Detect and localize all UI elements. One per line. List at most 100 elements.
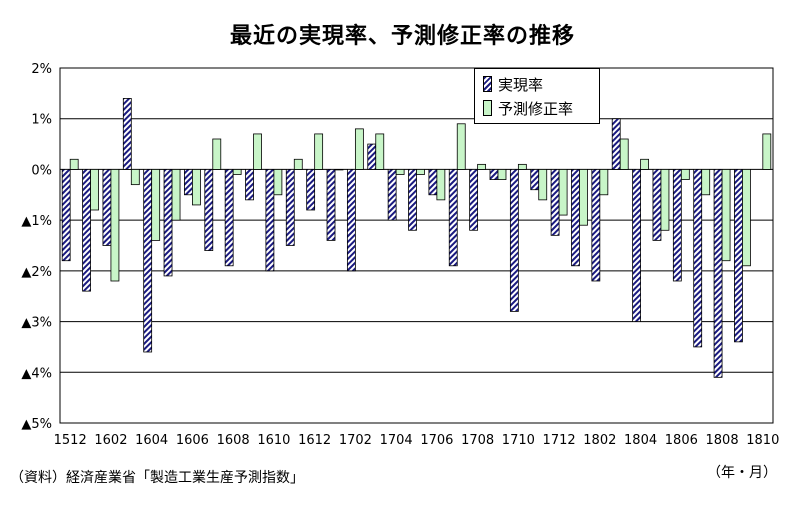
bar-forecast: [130, 169, 140, 186]
bar-forecast: [354, 128, 364, 170]
bar-forecast: [293, 158, 303, 170]
y-axis-ticks: 2% 1% 0% ▲1% ▲2% ▲3% ▲4% ▲5%: [21, 62, 52, 432]
bar-actual: [184, 169, 193, 196]
bar-actual: [346, 169, 356, 272]
x-tick-label: 1602: [94, 433, 127, 448]
x-tick-label: 1704: [380, 433, 413, 448]
bar-forecast: [151, 169, 161, 241]
bar-actual: [204, 169, 214, 251]
plot-frame: [59, 67, 774, 424]
bar-forecast: [701, 169, 711, 196]
bar-actual: [163, 169, 173, 277]
bar-forecast: [171, 169, 181, 221]
bar-forecast: [680, 169, 690, 180]
y-tick-label: ▲2%: [21, 265, 52, 280]
bar-actual: [611, 118, 621, 170]
x-tick-label: 1708: [461, 433, 494, 448]
bar-actual: [122, 98, 132, 170]
bar-forecast: [90, 169, 99, 211]
x-tick-label: 1710: [502, 433, 535, 448]
bar-forecast: [742, 169, 751, 267]
y-tick-label: 2%: [31, 62, 52, 77]
bar-forecast: [436, 169, 446, 201]
bar-actual: [734, 169, 743, 343]
y-tick-label: 1%: [31, 113, 52, 128]
bar-forecast: [192, 169, 201, 206]
bar-actual: [448, 169, 458, 267]
bar-forecast: [334, 169, 344, 171]
bar-forecast: [538, 169, 548, 201]
x-axis-ticks: 1512 1602 1604 1606 1608 1610 1612 1702 1704 1706…: [54, 433, 780, 448]
bar-forecast: [253, 133, 262, 170]
x-tick-label: 1604: [135, 433, 168, 448]
bar-forecast: [477, 163, 487, 170]
x-tick-label: 1610: [257, 433, 290, 448]
bar-actual: [489, 169, 499, 180]
x-tick-label: 1804: [624, 433, 657, 448]
bar-actual: [387, 169, 397, 221]
bar-actual: [693, 169, 703, 348]
legend: 実現率 予測修正率: [474, 68, 600, 124]
bar-forecast: [497, 169, 507, 180]
bar-forecast: [517, 163, 527, 170]
bar-actual: [632, 169, 641, 322]
legend-label-actual: 実現率: [498, 75, 544, 94]
x-tick-label: 1606: [176, 433, 209, 448]
bars: [61, 98, 772, 378]
x-axis-unit-label: （年・月）: [707, 465, 777, 481]
bar-actual: [652, 169, 662, 241]
bar-forecast: [314, 133, 324, 170]
legend-item-actual: 実現率: [483, 74, 543, 94]
y-tick-label: 0%: [31, 163, 52, 178]
bar-actual: [143, 169, 153, 353]
y-tick-label: ▲4%: [21, 366, 52, 381]
bar-forecast: [273, 169, 283, 196]
chart-title: 最近の実現率、予測修正率の推移: [229, 24, 575, 49]
y-tick-label: ▲3%: [21, 316, 52, 331]
x-tick-label: 1712: [543, 433, 576, 448]
bar-forecast: [660, 169, 670, 231]
bar-actual: [408, 169, 417, 231]
bar-forecast: [232, 169, 242, 175]
source-note: （資料）経済産業省「製造工業生産予測指数」: [10, 470, 304, 486]
bar-forecast: [110, 169, 120, 282]
bar-forecast: [640, 158, 649, 170]
bar-forecast: [416, 169, 425, 175]
bar-forecast: [69, 158, 79, 170]
legend-label-forecast: 予測修正率: [498, 99, 574, 118]
bar-actual: [509, 169, 519, 312]
bar-actual: [713, 169, 723, 378]
x-tick-label: 1802: [583, 433, 616, 448]
bar-actual: [102, 169, 112, 246]
x-tick-label: 1806: [665, 433, 698, 448]
bar-actual: [591, 169, 601, 282]
bar-actual: [224, 169, 234, 267]
bar-actual: [367, 143, 377, 170]
x-tick-label: 1608: [217, 433, 250, 448]
bar-forecast: [456, 123, 466, 170]
bar-forecast: [599, 169, 609, 196]
x-tick-label: 1706: [420, 433, 453, 448]
bar-forecast: [375, 133, 385, 170]
bar-forecast: [619, 138, 629, 170]
legend-swatch-forecast: [483, 100, 492, 116]
bar-forecast: [762, 133, 772, 170]
x-tick-label: 1612: [298, 433, 331, 448]
bar-actual: [265, 169, 275, 272]
legend-swatch-actual: [483, 76, 492, 92]
bar-actual: [285, 169, 295, 246]
bar-forecast: [212, 138, 222, 170]
bar-actual: [672, 169, 682, 282]
y-tick-label: ▲5%: [21, 417, 52, 432]
x-tick-label: 1702: [339, 433, 372, 448]
bar-actual: [550, 169, 560, 236]
x-tick-label: 1808: [706, 433, 739, 448]
x-tick-label: 1810: [746, 433, 779, 448]
bar-actual: [428, 169, 438, 196]
bar-actual: [530, 169, 540, 191]
bar-actual: [82, 169, 91, 292]
legend-item-forecast: 予測修正率: [483, 98, 573, 118]
bar-actual: [61, 169, 71, 262]
bar-actual: [571, 169, 580, 267]
